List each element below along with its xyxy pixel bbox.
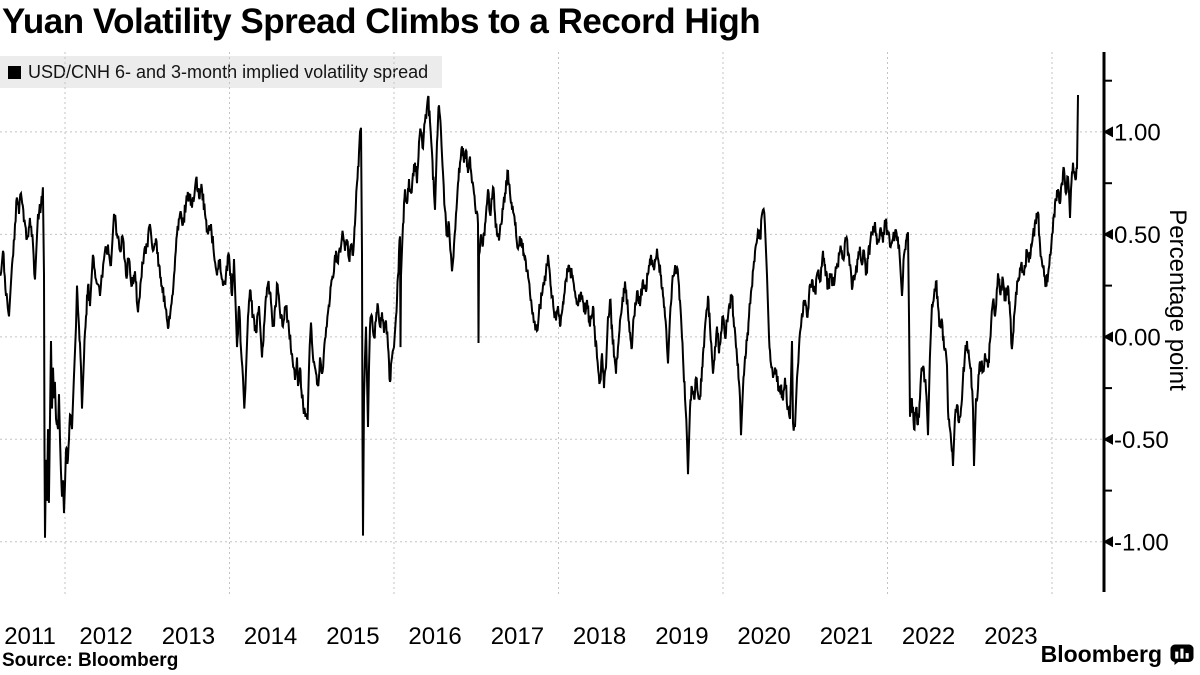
- y-tick-arrow-icon: [1103, 536, 1113, 548]
- y-tick-arrow-icon: [1103, 433, 1113, 445]
- x-tick-label: 2015: [326, 623, 379, 650]
- y-tick-label: -0.50: [1114, 427, 1169, 454]
- x-tick-label: 2019: [655, 623, 708, 650]
- x-tick-label: 2011: [4, 623, 56, 650]
- legend-swatch-icon: [8, 65, 21, 79]
- y-axis-title: Percentage point: [1164, 209, 1191, 391]
- y-tick-arrow-icon: [1103, 228, 1113, 240]
- y-axis-minor-ticks: [1103, 79, 1112, 492]
- x-tick-label: 2016: [408, 623, 461, 650]
- y-tick-label: 0.00: [1114, 324, 1161, 351]
- y-tick-label: 0.50: [1114, 222, 1161, 249]
- y-tick-label: 1.00: [1114, 119, 1161, 146]
- page-title: Yuan Volatility Spread Climbs to a Recor…: [2, 2, 761, 41]
- bloomberg-logo: Bloomberg: [1041, 641, 1194, 668]
- x-tick-label: 2013: [162, 623, 215, 650]
- y-tick-label: -1.00: [1114, 529, 1169, 556]
- legend: USD/CNH 6- and 3-month implied volatilit…: [0, 56, 443, 88]
- x-tick-labels: 2011 2012 2013 2014 2015 2016 2017 2018 2019 2020…: [4, 623, 1037, 650]
- y-tick-arrow-icon: [1103, 126, 1113, 138]
- x-tick-label: 2021: [820, 623, 873, 650]
- y-tick-arrow-icon: [1103, 331, 1113, 343]
- y-axis-major-ticks: 1.00 0.50 0.00 -0.50 -1.00: [1103, 119, 1169, 556]
- source-note: Source: Bloomberg: [2, 650, 179, 671]
- legend-label: USD/CNH 6- and 3-month implied volatilit…: [28, 61, 429, 82]
- bloomberg-logo-text: Bloomberg: [1040, 641, 1162, 667]
- x-gridlines: [64, 52, 1053, 597]
- x-tick-label: 2017: [491, 623, 544, 650]
- x-tick-label: 2020: [737, 623, 790, 650]
- x-tick-label: 2018: [573, 623, 626, 650]
- bloomberg-logo-icon: [1170, 644, 1194, 665]
- x-tick-label: 2023: [984, 623, 1037, 650]
- x-tick-label: 2014: [244, 623, 297, 650]
- y-gridlines: [0, 131, 1103, 543]
- x-tick-label: 2022: [902, 623, 955, 650]
- series-line: [0, 94, 1079, 538]
- x-tick-label: 2012: [79, 623, 132, 650]
